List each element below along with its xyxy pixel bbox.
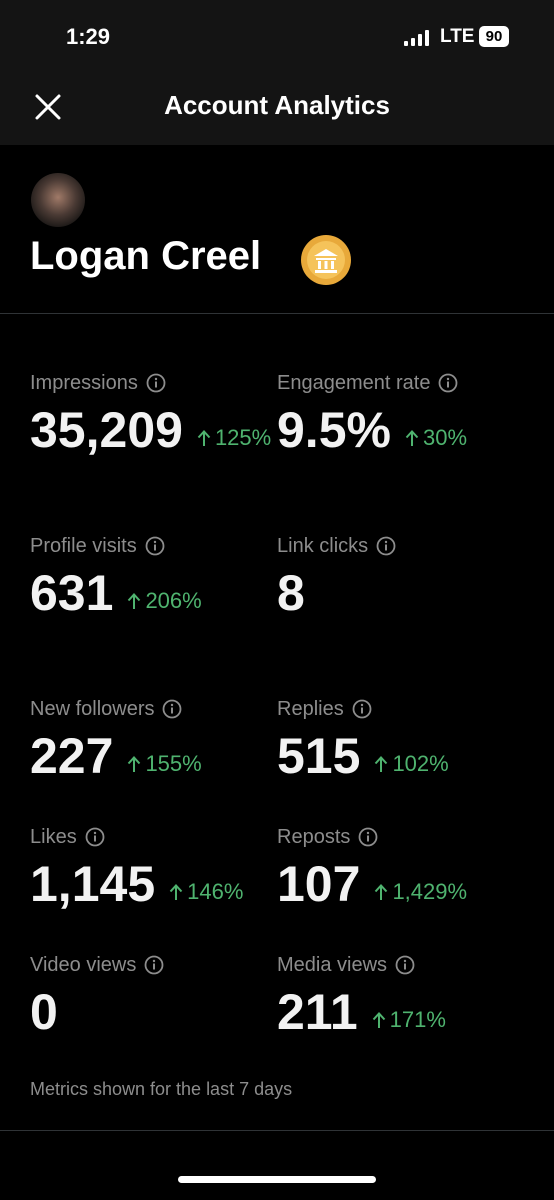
- metric-change-text: 125%: [214, 425, 272, 450]
- metric-row: 35,209 125%: [30, 402, 280, 458]
- metric-change-text: 171%: [389, 1007, 446, 1032]
- metric-change: 30%: [405, 425, 467, 451]
- metric-row: 227 155%: [30, 728, 280, 784]
- metric-label-row: New followers: [30, 696, 280, 722]
- metric-value: 35,209: [30, 402, 183, 458]
- up-arrow: [405, 430, 419, 446]
- metric-label: New followers: [30, 697, 155, 720]
- metric-value: 631: [30, 565, 114, 621]
- metric-label: Link clicks: [277, 534, 369, 557]
- metric-value: 0: [30, 984, 58, 1040]
- up-arrow: [128, 593, 141, 609]
- metric-label-row: Media views: [277, 952, 527, 978]
- metric-row: 631 206%: [30, 565, 280, 621]
- metric-change: 171%: [372, 1007, 446, 1033]
- metric-label: Likes: [30, 825, 77, 848]
- metric: Reposts 107 1,429%: [277, 824, 527, 913]
- up-arrow: [375, 884, 388, 900]
- metric-value: 9.5%: [277, 402, 391, 458]
- metric-label-row: Replies: [277, 696, 527, 722]
- metric: New followers 227 155%: [30, 696, 280, 785]
- metric-change: 155%: [127, 751, 202, 777]
- metric-row: 9.5% 30%: [277, 402, 527, 458]
- metric-change: 146%: [169, 879, 243, 905]
- metric-value: 211: [277, 984, 358, 1040]
- metric: Replies 515 102%: [277, 696, 527, 785]
- metric-label-row: Link clicks: [277, 533, 527, 559]
- metric-label: Engagement rate: [277, 371, 431, 394]
- info-icon[interactable]: [145, 536, 165, 556]
- status-time: 1:29: [66, 24, 111, 49]
- metric-change: 102%: [374, 751, 449, 777]
- metric-change-text: 102%: [392, 751, 449, 776]
- metric: Link clicks 8: [277, 533, 527, 621]
- metric-value: 1,145: [30, 856, 156, 912]
- top-bar: [0, 0, 554, 145]
- metric-label-row: Reposts: [277, 824, 527, 850]
- metric-label-row: Video views: [30, 952, 280, 978]
- divider: [0, 1130, 554, 1131]
- up-arrow: [375, 756, 388, 772]
- verified-badge: [301, 235, 351, 285]
- close-button[interactable]: [34, 93, 62, 121]
- up-arrow: [169, 884, 183, 900]
- header-title: Account Analytics: [164, 90, 390, 120]
- metric-row: 8: [277, 565, 527, 621]
- divider: [0, 313, 554, 314]
- metric: Profile visits 631 206%: [30, 533, 280, 622]
- metric-label-row: Profile visits: [30, 533, 280, 559]
- metric-change: 125%: [197, 425, 271, 451]
- info-icon[interactable]: [376, 536, 396, 556]
- info-icon[interactable]: [395, 955, 415, 975]
- battery-level: 90: [479, 26, 509, 47]
- info-icon[interactable]: [162, 699, 182, 719]
- metric-row: 107 1,429%: [277, 856, 527, 912]
- up-arrow: [372, 1012, 385, 1028]
- metric-label: Impressions: [30, 371, 138, 394]
- metric-row: 515 102%: [277, 728, 527, 784]
- up-arrow: [197, 430, 211, 446]
- metric: Impressions 35,209 125%: [30, 370, 280, 459]
- info-icon[interactable]: [358, 827, 378, 847]
- metric-change-text: 206%: [145, 588, 202, 613]
- metric-change-text: 30%: [422, 425, 468, 450]
- metric-label: Profile visits: [30, 534, 137, 557]
- network-type: LTE: [440, 26, 475, 47]
- avatar[interactable]: [30, 172, 86, 228]
- metric-label: Reposts: [277, 825, 351, 848]
- signal-icon: [404, 30, 429, 46]
- metric-label-row: Impressions: [30, 370, 280, 396]
- metric-row: 1,145 146%: [30, 856, 280, 912]
- metric-row: 0: [30, 984, 280, 1040]
- profile-name: Logan Creel: [30, 234, 262, 278]
- metric-value: 8: [277, 565, 305, 621]
- info-icon[interactable]: [146, 373, 166, 393]
- metric-change: 1,429%: [374, 879, 467, 905]
- metric: Video views 0: [30, 952, 280, 1040]
- info-icon[interactable]: [85, 827, 105, 847]
- metric: Media views 211 171%: [277, 952, 527, 1041]
- info-icon[interactable]: [352, 699, 372, 719]
- metric-change-text: 1,429%: [392, 879, 468, 904]
- up-arrow: [128, 756, 141, 772]
- metric-label: Media views: [277, 953, 388, 976]
- info-icon[interactable]: [144, 955, 164, 975]
- metric-change-text: 155%: [145, 751, 202, 776]
- metric-row: 211 171%: [277, 984, 527, 1040]
- metric-label: Replies: [277, 697, 344, 720]
- metric-label-row: Likes: [30, 824, 280, 850]
- metric-value: 107: [277, 856, 361, 912]
- metric: Likes 1,145 146%: [30, 824, 280, 913]
- home-indicator: [178, 1176, 376, 1183]
- info-icon[interactable]: [438, 373, 458, 393]
- metric-value: 515: [277, 728, 361, 784]
- metric-change-text: 146%: [187, 879, 244, 904]
- footer-note: Metrics shown for the last 7 days: [30, 1079, 293, 1099]
- metric-change: 206%: [127, 588, 202, 614]
- metric: Engagement rate 9.5% 30%: [277, 370, 527, 459]
- metric-label: Video views: [30, 953, 137, 976]
- metric-label-row: Engagement rate: [277, 370, 527, 396]
- metric-value: 227: [30, 728, 114, 784]
